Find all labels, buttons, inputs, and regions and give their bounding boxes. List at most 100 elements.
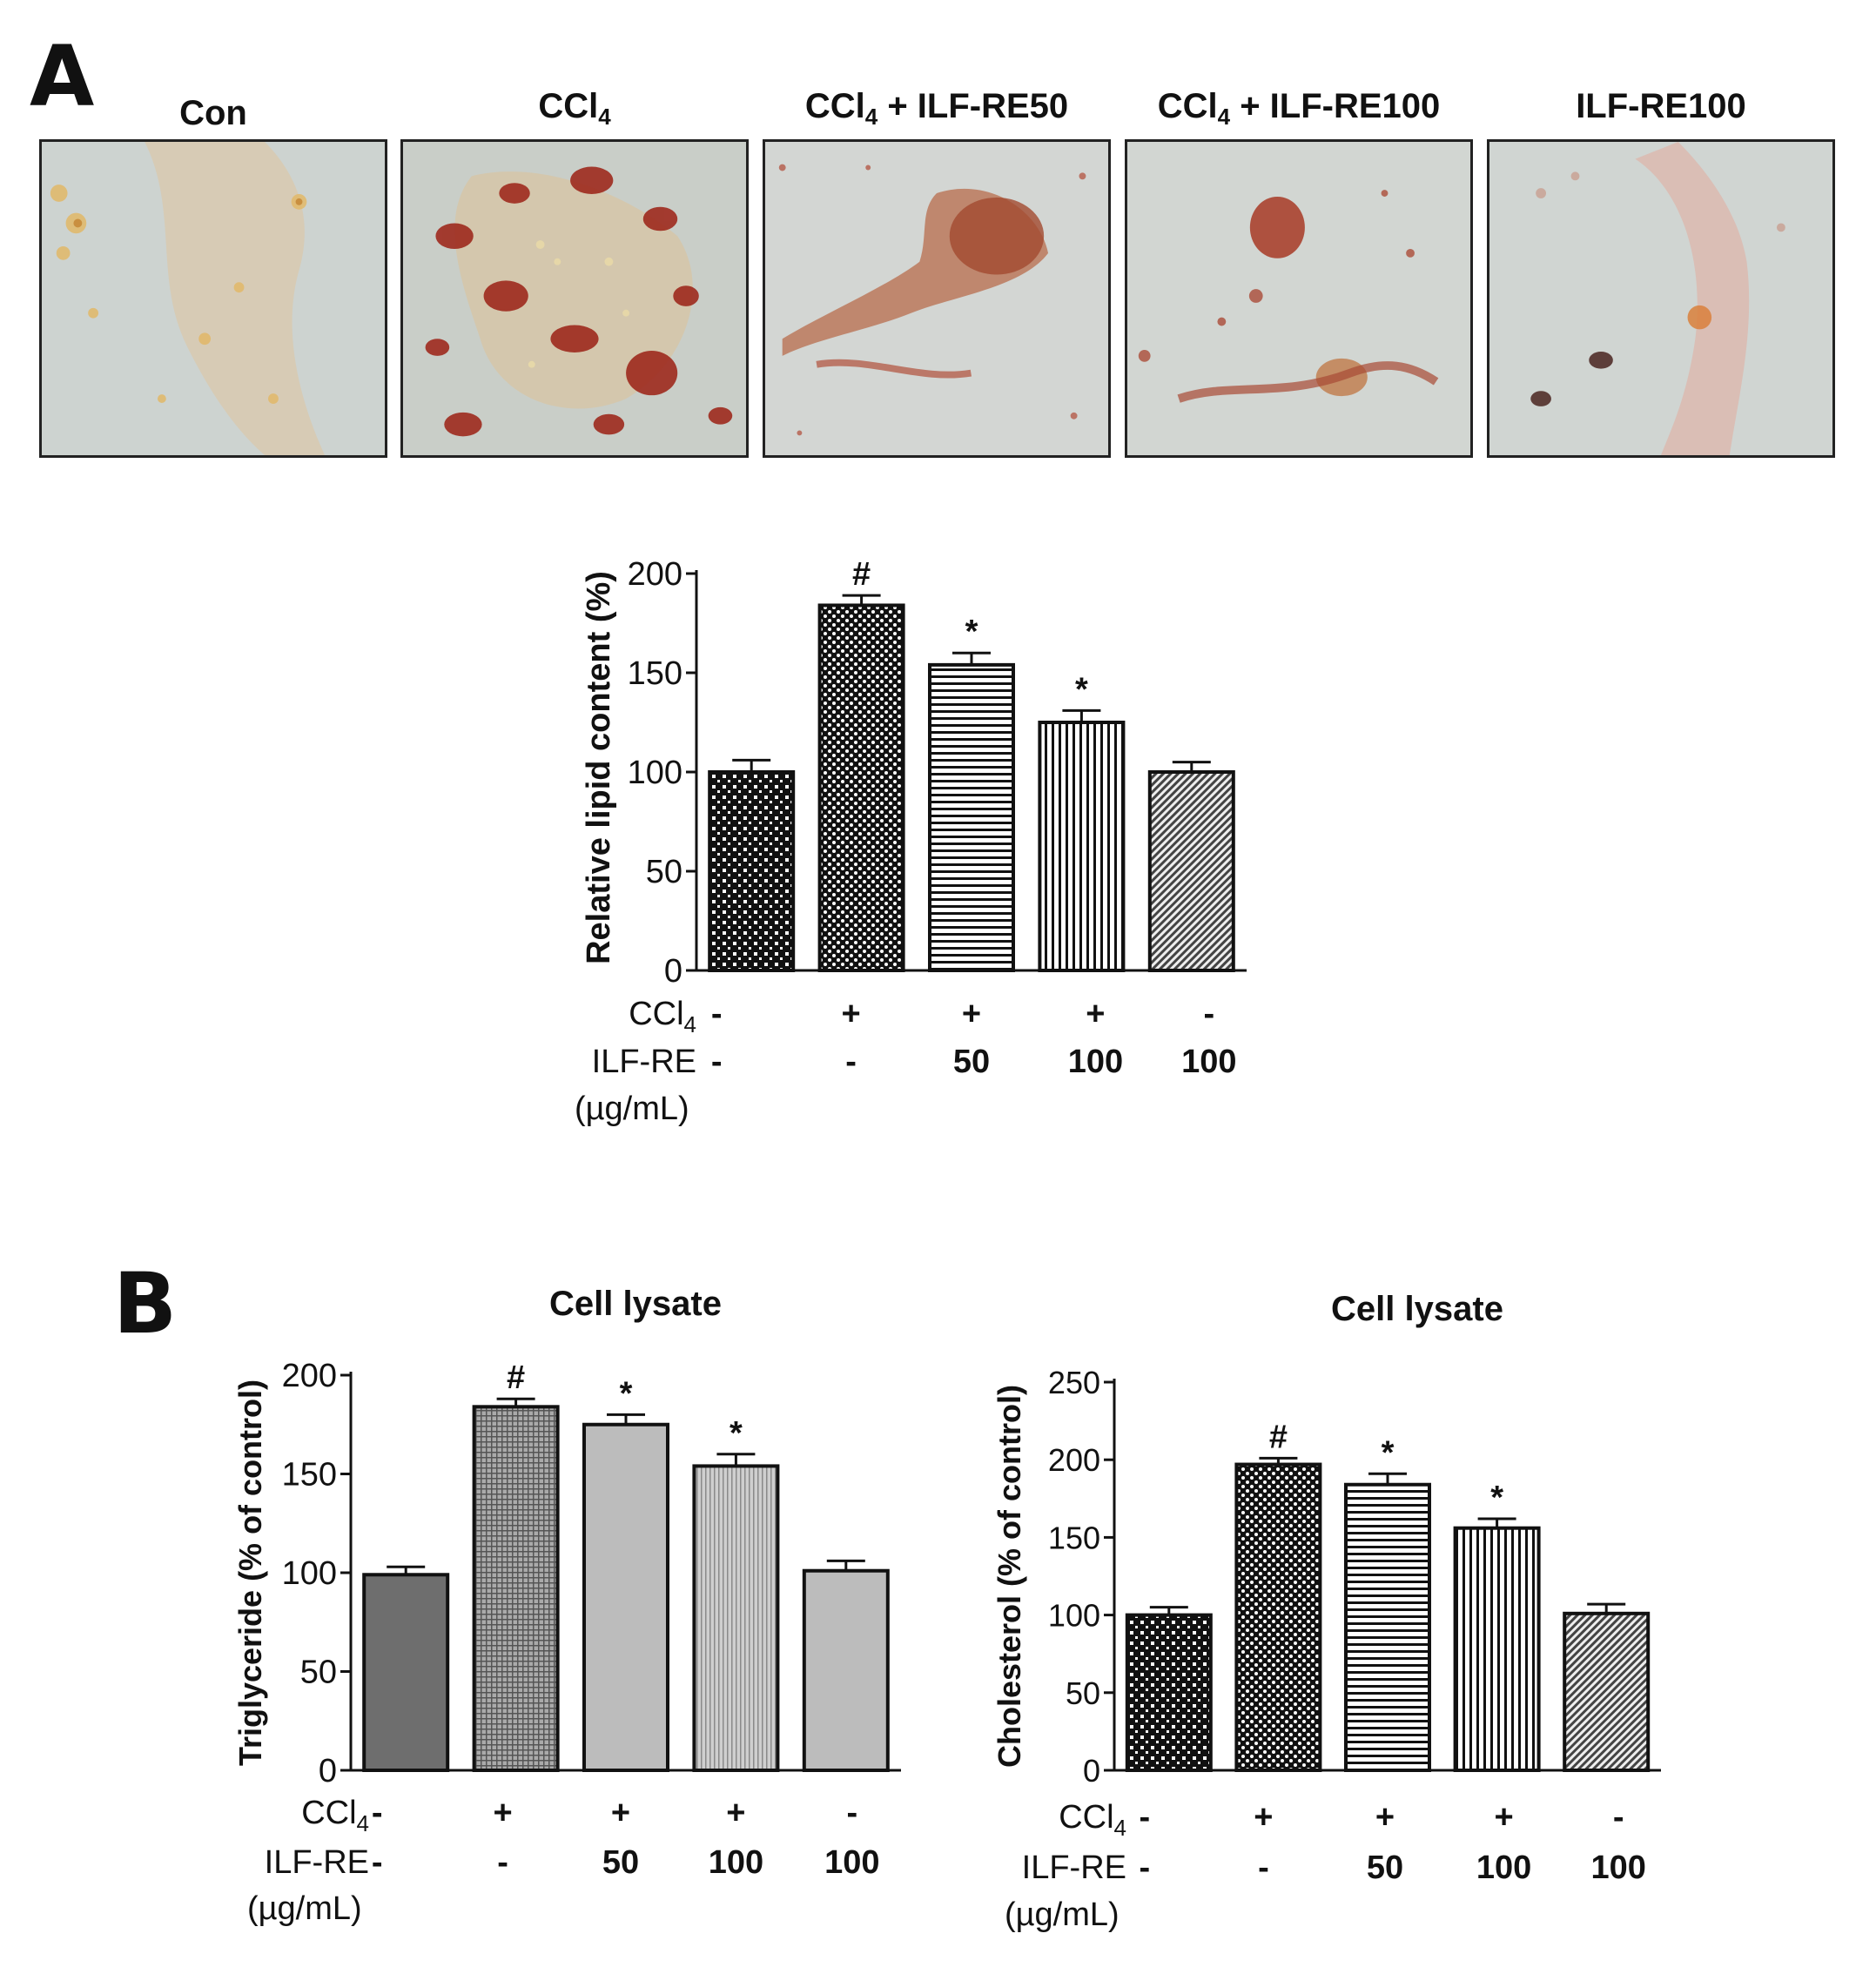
chart-b1-ilf-cell: 100 bbox=[709, 1844, 763, 1881]
chart-b1-bar bbox=[362, 1573, 450, 1773]
chart-b1-unit-label: (µg/mL) bbox=[247, 1890, 362, 1927]
chart-b2-ccl4-cell: - bbox=[1613, 1799, 1624, 1836]
chart-b1-ylabel: Triglyceride (% of control) bbox=[232, 1380, 268, 1766]
micrograph-label-ccl4-ilf100: CCl4 + ILF-RE100 bbox=[1157, 87, 1441, 130]
chart-b1-significance-marker: * bbox=[730, 1415, 743, 1452]
chart-b2-ytick-label: 0 bbox=[1083, 1753, 1100, 1789]
micrograph-label-ccl4: CCl4 bbox=[538, 87, 611, 130]
chart-b2-unit-label: (µg/mL) bbox=[1005, 1897, 1120, 1933]
chart-a-ilf-cell: - bbox=[711, 1044, 723, 1080]
chart-b2-ilf-cell: 100 bbox=[1590, 1850, 1645, 1886]
chart-b2-bar bbox=[1125, 1613, 1213, 1772]
chart-a-bar bbox=[1147, 770, 1235, 972]
panel-b-letter: B bbox=[113, 1255, 178, 1353]
chart-a-ytick-label: 150 bbox=[628, 655, 682, 692]
micrograph-label-ccl4-ilf50: CCl4 + ILF-RE50 bbox=[804, 87, 1069, 130]
chart-b1-ccl4-cell: - bbox=[846, 1795, 857, 1831]
chart-b2-ccl4-cell: + bbox=[1375, 1799, 1395, 1836]
chart-b2-bar bbox=[1344, 1482, 1431, 1773]
chart-b1-bar bbox=[582, 1422, 669, 1772]
chart-b1-ilf-row-label: ILF-RE bbox=[265, 1844, 369, 1881]
chart-b2-bar bbox=[1453, 1526, 1541, 1773]
chart-b2-significance-marker: * bbox=[1382, 1434, 1395, 1471]
chart-b1-ilf-cell: 100 bbox=[824, 1844, 879, 1881]
chart-b1-ccl4-cell: + bbox=[493, 1795, 512, 1831]
chart-b2-ccl4-cell: + bbox=[1494, 1799, 1513, 1836]
chart-a-unit-label: (µg/mL) bbox=[575, 1091, 689, 1127]
chart-a-ccl4-cell: - bbox=[1203, 996, 1214, 1032]
chart-b1-bar bbox=[802, 1568, 890, 1772]
chart-a-ytick-label: 0 bbox=[664, 953, 682, 990]
chart-b1-ytick-label: 200 bbox=[282, 1358, 337, 1394]
chart-a-ilf-cell: 100 bbox=[1068, 1044, 1123, 1080]
chart-b2-ytick-label: 50 bbox=[1066, 1675, 1100, 1711]
micrograph-label-con: Con bbox=[179, 94, 247, 132]
chart-b1-ytick-label: 0 bbox=[319, 1753, 337, 1789]
chart-b2-ccl4-cell: + bbox=[1254, 1799, 1273, 1836]
chart-b1-ilf-cell: 50 bbox=[602, 1844, 639, 1881]
chart-a-ccl4-cell: - bbox=[711, 996, 723, 1032]
chart-a-ccl4-cell: + bbox=[1086, 996, 1105, 1032]
chart-b2-ccl4-row-label: CCl4 bbox=[1059, 1799, 1126, 1841]
chart-b2-ytick-label: 150 bbox=[1048, 1520, 1100, 1555]
chart-b2-ilf-cell: - bbox=[1258, 1850, 1269, 1886]
chart-a-ilf-cell: 50 bbox=[953, 1044, 990, 1080]
micrograph-con-image bbox=[39, 139, 387, 458]
chart-b2-ytick-label: 200 bbox=[1048, 1442, 1100, 1478]
chart-b2-ccl4-cell: - bbox=[1139, 1799, 1150, 1836]
chart-a-ytick-label: 50 bbox=[646, 854, 682, 890]
chart-a-ilf-cell: - bbox=[845, 1044, 857, 1080]
micrograph-ccl4-ilf100-image bbox=[1125, 139, 1473, 458]
chart-b1-ccl4-row-label: CCl4 bbox=[301, 1795, 369, 1836]
chart-a-ilf-cell: 100 bbox=[1181, 1044, 1236, 1080]
chart-b1-significance-marker: # bbox=[507, 1359, 525, 1396]
chart-b1-plot: 0 50 100 150 200 # * * Triglyceride (% of contro… bbox=[232, 1358, 901, 1927]
chart-b1-ilf-cell: - bbox=[497, 1844, 508, 1881]
chart-a-significance-marker: * bbox=[965, 614, 978, 650]
chart-a-ylabel: Relative lipid content (%) bbox=[581, 571, 617, 964]
chart-b2-ytick-label: 100 bbox=[1048, 1598, 1100, 1634]
triglyceride-chart-title: Cell lysate bbox=[549, 1285, 722, 1323]
chart-a-bar bbox=[1038, 721, 1126, 972]
chart-b2-ilf-cell: 50 bbox=[1367, 1850, 1403, 1886]
chart-a-ilf-row-label: ILF-RE bbox=[592, 1044, 696, 1080]
panel-a-letter: A bbox=[30, 28, 95, 125]
micrograph-ccl4-image bbox=[400, 139, 749, 458]
chart-b2-ilf-cell: 100 bbox=[1476, 1850, 1531, 1886]
micrograph-ilf100-image bbox=[1487, 139, 1835, 458]
chart-b1-ilf-cell: - bbox=[372, 1844, 383, 1881]
chart-b1-ccl4-cell: + bbox=[611, 1795, 630, 1831]
chart-a-ccl4-cell: + bbox=[841, 996, 860, 1032]
chart-a-significance-marker: # bbox=[852, 556, 871, 593]
chart-b1-ytick-label: 50 bbox=[300, 1655, 337, 1691]
chart-b2-ilf-row-label: ILF-RE bbox=[1022, 1850, 1126, 1886]
chart-b1-significance-marker: * bbox=[620, 1375, 633, 1412]
cholesterol-chart-title: Cell lysate bbox=[1331, 1290, 1503, 1328]
micrograph-label-ilf100: ILF-RE100 bbox=[1576, 87, 1746, 125]
chart-b1-bar bbox=[692, 1464, 780, 1773]
chart-b2-bar bbox=[1234, 1462, 1322, 1772]
micrograph-ccl4-ilf50-image bbox=[763, 139, 1111, 458]
chart-b2-plot: 0 50 100 150 200 250 # * * Cholesterol (% of cont… bbox=[992, 1365, 1661, 1933]
chart-b1-ccl4-cell: - bbox=[372, 1795, 383, 1831]
chart-b2-significance-marker: # bbox=[1269, 1419, 1288, 1455]
chart-b1-ccl4-cell: + bbox=[726, 1795, 745, 1831]
chart-a-ytick-label: 100 bbox=[628, 755, 682, 791]
chart-a-bar bbox=[928, 662, 1015, 972]
chart-b1-ytick-label: 100 bbox=[282, 1555, 337, 1592]
chart-b2-ylabel: Cholesterol (% of control) bbox=[992, 1385, 1027, 1768]
chart-a-bar bbox=[817, 603, 905, 972]
chart-b1-bar bbox=[472, 1405, 560, 1772]
chart-b1-ytick-label: 150 bbox=[282, 1457, 337, 1494]
chart-b2-ilf-cell: - bbox=[1139, 1850, 1150, 1886]
chart-b2-ytick-label: 250 bbox=[1048, 1365, 1100, 1400]
chart-a-bar bbox=[708, 770, 796, 972]
chart-a-ytick-label: 200 bbox=[628, 556, 682, 593]
chart-b2-bar bbox=[1563, 1611, 1651, 1773]
chart-b2-significance-marker: * bbox=[1490, 1480, 1503, 1516]
